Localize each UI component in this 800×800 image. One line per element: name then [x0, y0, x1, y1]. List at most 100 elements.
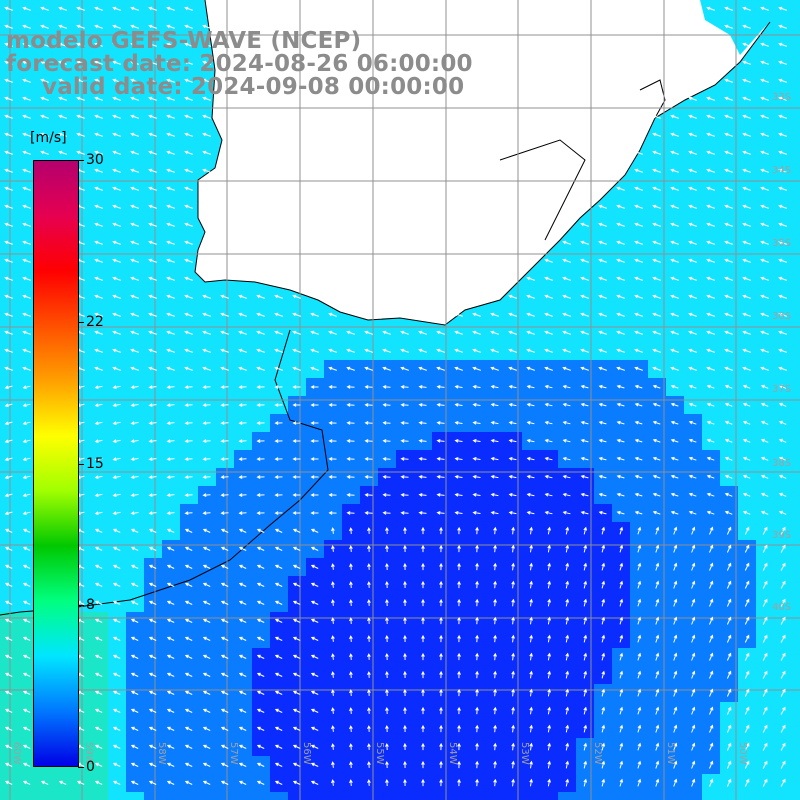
wind-arrow	[256, 600, 265, 605]
field-cell	[558, 774, 577, 793]
wind-arrow	[616, 420, 625, 425]
wind-arrow	[436, 421, 445, 425]
wind-arrow	[148, 546, 157, 551]
wind-arrow	[364, 403, 373, 407]
wind-arrow	[385, 598, 389, 607]
wind-arrow	[4, 439, 13, 444]
wind-arrow	[439, 706, 443, 715]
wind-arrow	[367, 635, 371, 642]
wind-arrow	[691, 634, 696, 643]
wind-arrow	[310, 690, 319, 695]
wind-arrow	[22, 240, 31, 245]
wind-arrow	[148, 132, 157, 137]
field-cell	[414, 792, 433, 800]
wind-arrow	[547, 562, 551, 571]
model-title: modelo GEFS-WAVE (NCEP)	[6, 28, 362, 54]
field-cell	[666, 774, 685, 793]
field-cell	[432, 522, 451, 541]
wind-arrow	[94, 150, 103, 155]
wind-arrow	[724, 24, 733, 29]
wind-arrow	[220, 780, 229, 785]
wind-arrow	[112, 546, 121, 551]
field-cell	[144, 486, 163, 505]
field-cell	[738, 738, 757, 757]
wind-arrow	[346, 330, 355, 335]
wind-arrow	[310, 672, 319, 677]
wind-arrow	[112, 312, 121, 317]
wind-arrow	[742, 114, 751, 119]
field-cell	[450, 522, 469, 541]
wind-arrow	[742, 222, 751, 227]
field-cell	[504, 720, 523, 739]
field-cell	[630, 792, 649, 800]
wind-arrow	[328, 475, 337, 479]
wind-arrow	[724, 168, 733, 173]
wind-arrow	[580, 294, 589, 299]
wind-arrow	[619, 706, 624, 715]
wind-arrow	[436, 439, 445, 443]
field-cell	[216, 378, 235, 397]
field-cell	[648, 792, 667, 800]
wind-arrow	[742, 132, 751, 137]
field-cell	[594, 540, 613, 559]
wind-arrow	[709, 724, 714, 733]
wind-arrow	[202, 403, 211, 407]
wind-arrow	[22, 24, 31, 29]
wind-arrow	[400, 475, 409, 479]
wind-arrow	[22, 186, 31, 191]
wind-arrow	[616, 330, 625, 335]
wind-arrow	[58, 24, 67, 29]
wind-arrow	[418, 457, 427, 461]
longitude-label: 60W	[11, 742, 22, 765]
wind-arrow	[778, 6, 787, 11]
wind-arrow	[762, 562, 768, 571]
wind-arrow	[403, 634, 407, 643]
wind-arrow	[40, 780, 49, 785]
field-cell	[576, 666, 595, 685]
field-cell	[756, 666, 775, 685]
wind-arrow	[94, 672, 103, 677]
wind-arrow	[688, 330, 697, 335]
wind-arrow	[22, 366, 31, 371]
field-cell	[756, 558, 775, 577]
wind-arrow	[780, 652, 786, 661]
wind-arrow	[166, 96, 175, 101]
wind-arrow	[598, 312, 607, 317]
wind-arrow	[511, 760, 515, 769]
wind-arrow	[274, 457, 283, 461]
wind-arrow	[709, 526, 714, 535]
wind-arrow	[724, 492, 733, 497]
wind-arrow	[562, 438, 571, 443]
wind-arrow	[418, 348, 427, 353]
wind-arrow	[403, 526, 407, 535]
wind-arrow	[565, 706, 570, 715]
field-cell	[774, 666, 793, 685]
field-cell	[432, 774, 451, 793]
wind-arrow	[762, 526, 768, 535]
wind-arrow	[706, 330, 715, 335]
wind-arrow	[580, 240, 589, 245]
field-cell	[702, 666, 721, 685]
wind-arrow	[4, 726, 13, 731]
wind-arrow	[166, 150, 175, 155]
wind-arrow	[4, 276, 13, 281]
wind-arrow	[400, 348, 409, 353]
field-cell	[684, 576, 703, 595]
wind-arrow	[292, 564, 301, 569]
wind-arrow	[436, 385, 445, 389]
wind-arrow	[112, 475, 121, 480]
wind-arrow	[780, 742, 786, 751]
latitude-label: 34S	[772, 165, 791, 176]
wind-arrow	[310, 582, 319, 587]
wind-arrow	[744, 742, 750, 751]
field-cell	[684, 558, 703, 577]
field-cell	[576, 720, 595, 739]
wind-arrow	[382, 403, 391, 407]
wind-arrow	[724, 258, 733, 263]
wind-arrow	[349, 707, 353, 714]
wind-arrow	[670, 330, 679, 335]
field-cell	[774, 720, 793, 739]
wind-arrow	[202, 672, 211, 677]
wind-arrow	[780, 724, 786, 733]
wind-arrow	[670, 222, 679, 227]
